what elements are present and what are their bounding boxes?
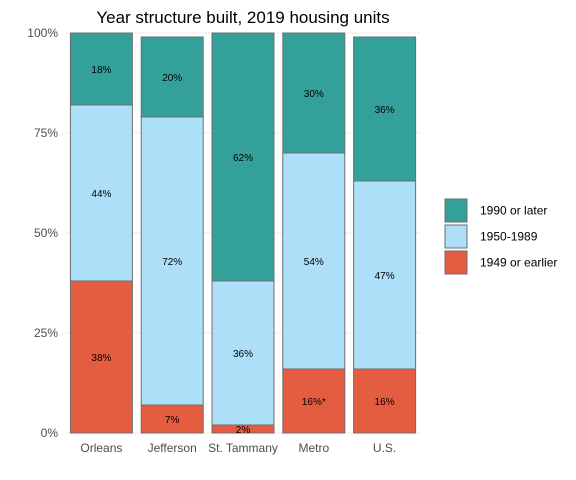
segment-label: 20% xyxy=(162,73,182,84)
bar-segment xyxy=(353,368,417,434)
bar-segment xyxy=(69,104,133,282)
legend-label: 1950-1989 xyxy=(480,230,538,244)
y-tick-label: 0% xyxy=(41,426,59,440)
segment-label: 36% xyxy=(233,349,253,360)
x-tick-label: Metro xyxy=(298,441,329,455)
segment-label: 72% xyxy=(162,257,182,268)
segment-label: 44% xyxy=(91,189,111,200)
segment-label: 54% xyxy=(304,257,324,268)
y-tick-label: 25% xyxy=(34,326,58,340)
y-tick-label: 50% xyxy=(34,226,58,240)
segment-label: 7% xyxy=(165,415,180,426)
segment-label: 36% xyxy=(375,105,395,116)
bar-segment xyxy=(211,32,275,282)
segment-label: 62% xyxy=(233,153,253,164)
bar-segment xyxy=(69,280,133,434)
bar-segment xyxy=(282,152,346,370)
segment-label: 16% xyxy=(375,397,395,408)
x-tick-label: U.S. xyxy=(373,441,396,455)
chart-title: Year structure built, 2019 housing units xyxy=(96,8,389,27)
x-tick-label: Jefferson xyxy=(148,441,197,455)
y-tick-label: 100% xyxy=(27,26,58,40)
segment-label: 47% xyxy=(375,271,395,282)
legend-label: 1949 or earlier xyxy=(480,256,557,270)
x-tick-label: St. Tammany xyxy=(208,441,278,455)
bar-segment xyxy=(69,32,133,106)
legend-label: 1990 or later xyxy=(480,204,547,218)
x-tick-label: Orleans xyxy=(80,441,122,455)
bar-segment xyxy=(282,368,346,434)
segment-label: 2% xyxy=(236,425,251,436)
bar-segment xyxy=(282,32,346,154)
segment-label: 18% xyxy=(91,65,111,76)
segment-label: 38% xyxy=(91,353,111,364)
bar-segment xyxy=(140,36,204,118)
segment-label: 16%* xyxy=(302,397,326,408)
segment-label: 30% xyxy=(304,89,324,100)
legend-key xyxy=(444,224,468,249)
legend-key xyxy=(444,250,468,275)
bar-segment xyxy=(353,180,417,370)
bar-segment xyxy=(353,36,417,182)
legend-key xyxy=(444,198,468,223)
y-tick-label: 75% xyxy=(34,126,58,140)
